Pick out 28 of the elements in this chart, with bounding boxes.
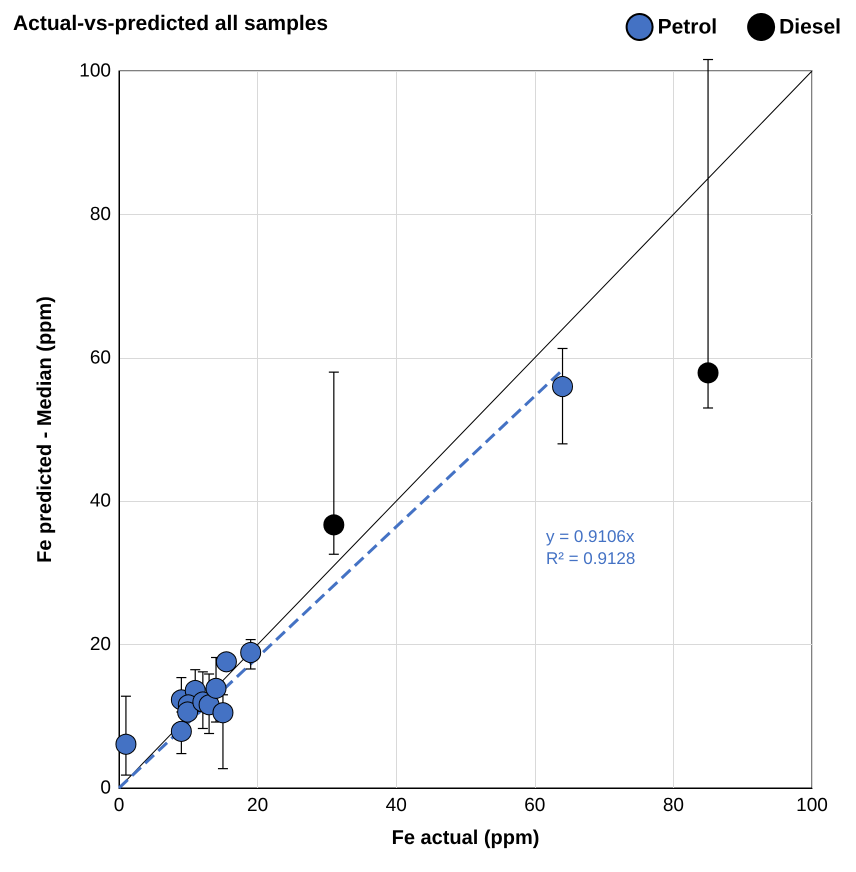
annotation: R² = 0.9128 <box>546 549 636 568</box>
x-axis-title: Fe actual (ppm) <box>392 827 540 849</box>
y-tick-label: 80 <box>90 204 111 225</box>
x-tick-label: 60 <box>524 795 546 816</box>
y-tick-label: 60 <box>90 347 111 368</box>
point <box>206 678 227 699</box>
point <box>698 362 719 384</box>
point <box>212 702 234 724</box>
chart-title: Actual-vs-predicted all samples <box>13 12 328 35</box>
annotation: y = 0.9106x <box>546 527 635 546</box>
y-tick-label: 20 <box>90 634 111 656</box>
point <box>177 702 198 722</box>
point <box>170 720 192 742</box>
x-tick-label: 100 <box>796 795 828 816</box>
point <box>115 734 136 755</box>
x-tick-label: 20 <box>247 795 268 816</box>
y-tick-label: 0 <box>100 778 111 798</box>
x-tick-label: 40 <box>386 795 407 816</box>
point <box>552 376 574 397</box>
x-tick-label: 80 <box>662 795 684 816</box>
y-axis-title: Fe predicted - Median (ppm) <box>34 296 56 563</box>
point <box>323 514 344 536</box>
point <box>216 651 237 672</box>
y-tick-label: 40 <box>90 490 111 512</box>
x-tick-label: 0 <box>114 795 124 816</box>
y-tick-label: 100 <box>79 60 111 82</box>
legend-label: Petrol <box>658 16 718 38</box>
legend-label: Diesel <box>779 16 842 38</box>
